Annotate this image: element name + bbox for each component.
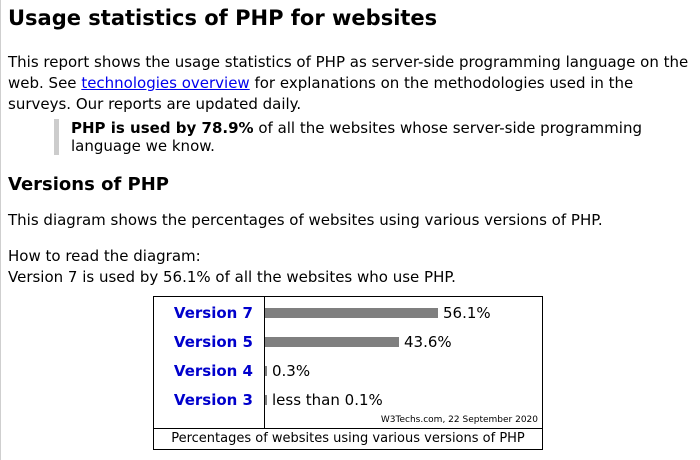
howto-example: Version 7 is used by 56.1% of all the we… bbox=[8, 268, 456, 286]
version-5-link[interactable]: Version 5 bbox=[173, 333, 253, 351]
version-3-link[interactable]: Version 3 bbox=[173, 391, 253, 409]
diagram-row-version-3: Version 3 less than 0.1% bbox=[154, 386, 542, 415]
version-7-bar bbox=[265, 308, 438, 318]
version-3-bar bbox=[265, 395, 267, 405]
usage-callout-text: of all the websites whose server-side pr… bbox=[71, 119, 642, 155]
technologies-overview-link[interactable]: technologies overview bbox=[81, 74, 250, 92]
diagram-row-version-5: Version 5 43.6% bbox=[154, 328, 542, 357]
version-5-bar bbox=[265, 337, 399, 347]
version-3-value-label: less than 0.1% bbox=[272, 391, 383, 409]
howto-title: How to read the diagram: bbox=[8, 247, 201, 265]
diagram-row-version-7: Version 7 56.1% bbox=[154, 299, 542, 328]
usage-callout-highlight: PHP is used by 78.9% bbox=[71, 119, 254, 137]
diagram-caption: Percentages of websites using various ve… bbox=[171, 431, 525, 446]
intro-text-start: This report shows the usage statistics o… bbox=[8, 53, 689, 92]
caption-divider bbox=[154, 428, 542, 429]
version-7-link[interactable]: Version 7 bbox=[173, 304, 253, 322]
page-title: Usage statistics of PHP for websites bbox=[8, 6, 438, 30]
version-5-value-label: 43.6% bbox=[404, 333, 452, 351]
version-4-bar bbox=[265, 366, 267, 376]
diagram-row-version-4: Version 4 0.3% bbox=[154, 357, 542, 386]
left-edge-rule bbox=[0, 0, 1, 460]
usage-callout: PHP is used by 78.9% of all the websites… bbox=[54, 119, 651, 155]
php-versions-diagram: Version 7 56.1% Version 5 43.6% Version 4 0.3… bbox=[153, 296, 543, 450]
version-4-value-label: 0.3% bbox=[272, 362, 311, 380]
howto-read-diagram: How to read the diagram: Version 7 is use… bbox=[8, 246, 456, 288]
version-7-value-label: 56.1% bbox=[443, 304, 491, 322]
version-4-link[interactable]: Version 4 bbox=[173, 362, 253, 380]
versions-heading: Versions of PHP bbox=[8, 174, 169, 195]
label-column-divider bbox=[264, 297, 265, 428]
intro-paragraph: This report shows the usage statistics o… bbox=[8, 52, 692, 115]
diagram-credit: W3Techs.com, 22 September 2020 bbox=[380, 415, 538, 425]
intro-text-end: for explanations on the methodologies us… bbox=[8, 74, 634, 113]
diagram-description: This diagram shows the percentages of we… bbox=[8, 211, 603, 229]
